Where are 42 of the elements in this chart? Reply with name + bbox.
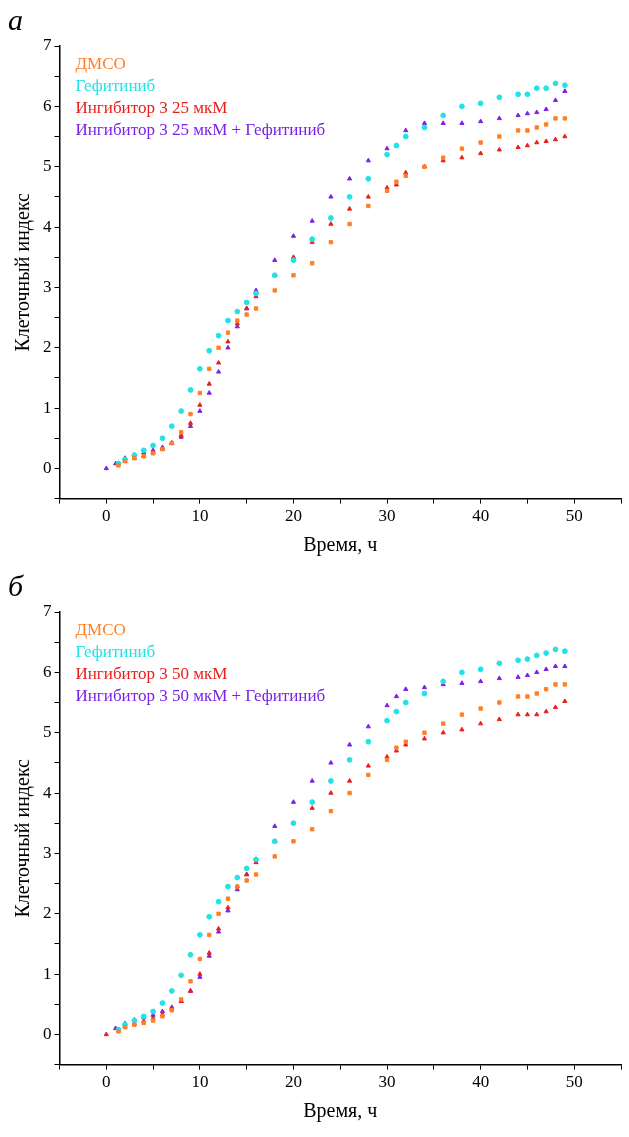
text: ДМСО xyxy=(75,619,126,639)
y-tick-label: 1 xyxy=(43,963,52,983)
text: Гефитиниб xyxy=(75,641,156,661)
y-axis-title: Клеточный индекс xyxy=(11,758,35,918)
x-tick-label: 20 xyxy=(284,506,302,526)
x-tick-label: 30 xyxy=(378,506,396,526)
y-tick-label: 2 xyxy=(43,903,52,923)
y-tick-label: 5 xyxy=(43,722,52,742)
y-tick-label: 7 xyxy=(43,35,52,55)
y-axis-title: Клеточный индекс xyxy=(11,192,35,352)
x-tick-label: 50 xyxy=(565,506,583,526)
text: ДМСО xyxy=(75,53,126,73)
text: Ингибитор 3 50 мкМ + Гефитиниб xyxy=(75,685,326,705)
y-tick-label: 3 xyxy=(43,276,52,296)
x-tick-label: 30 xyxy=(378,1072,396,1092)
y-tick-label: 6 xyxy=(43,95,52,115)
y-tick-label: 0 xyxy=(43,1023,52,1043)
x-tick-label: 50 xyxy=(565,1072,583,1092)
y-tick-label: 0 xyxy=(43,457,52,477)
y-tick-label: 3 xyxy=(43,842,52,862)
x-tick-label: 40 xyxy=(472,506,490,526)
y-tick-label: 6 xyxy=(43,661,52,681)
text: Ингибитор 3 25 мкМ + Гефитиниб xyxy=(75,119,326,139)
y-tick-label: 5 xyxy=(43,156,52,176)
text: Ингибитор 3 25 мкМ xyxy=(75,97,228,117)
y-tick-label: 1 xyxy=(43,397,52,417)
y-tick-label: 4 xyxy=(43,216,52,236)
x-axis-title: Время, ч xyxy=(303,533,378,557)
y-tick-label: 4 xyxy=(43,782,52,802)
x-tick-label: 0 xyxy=(102,506,111,526)
x-tick-label: 40 xyxy=(472,1072,490,1092)
x-tick-label: 10 xyxy=(191,506,209,526)
chart-title: а xyxy=(8,2,23,36)
y-tick-label: 2 xyxy=(43,337,52,357)
x-tick-label: 10 xyxy=(191,1072,209,1092)
x-tick-label: 0 xyxy=(102,1072,111,1092)
text: Ингибитор 3 50 мкМ xyxy=(75,663,228,683)
chart-title: б xyxy=(8,568,24,602)
text: Гефитиниб xyxy=(75,75,156,95)
y-tick-label: 7 xyxy=(43,601,52,621)
x-tick-label: 20 xyxy=(284,1072,302,1092)
x-axis-title: Время, ч xyxy=(303,1099,378,1123)
